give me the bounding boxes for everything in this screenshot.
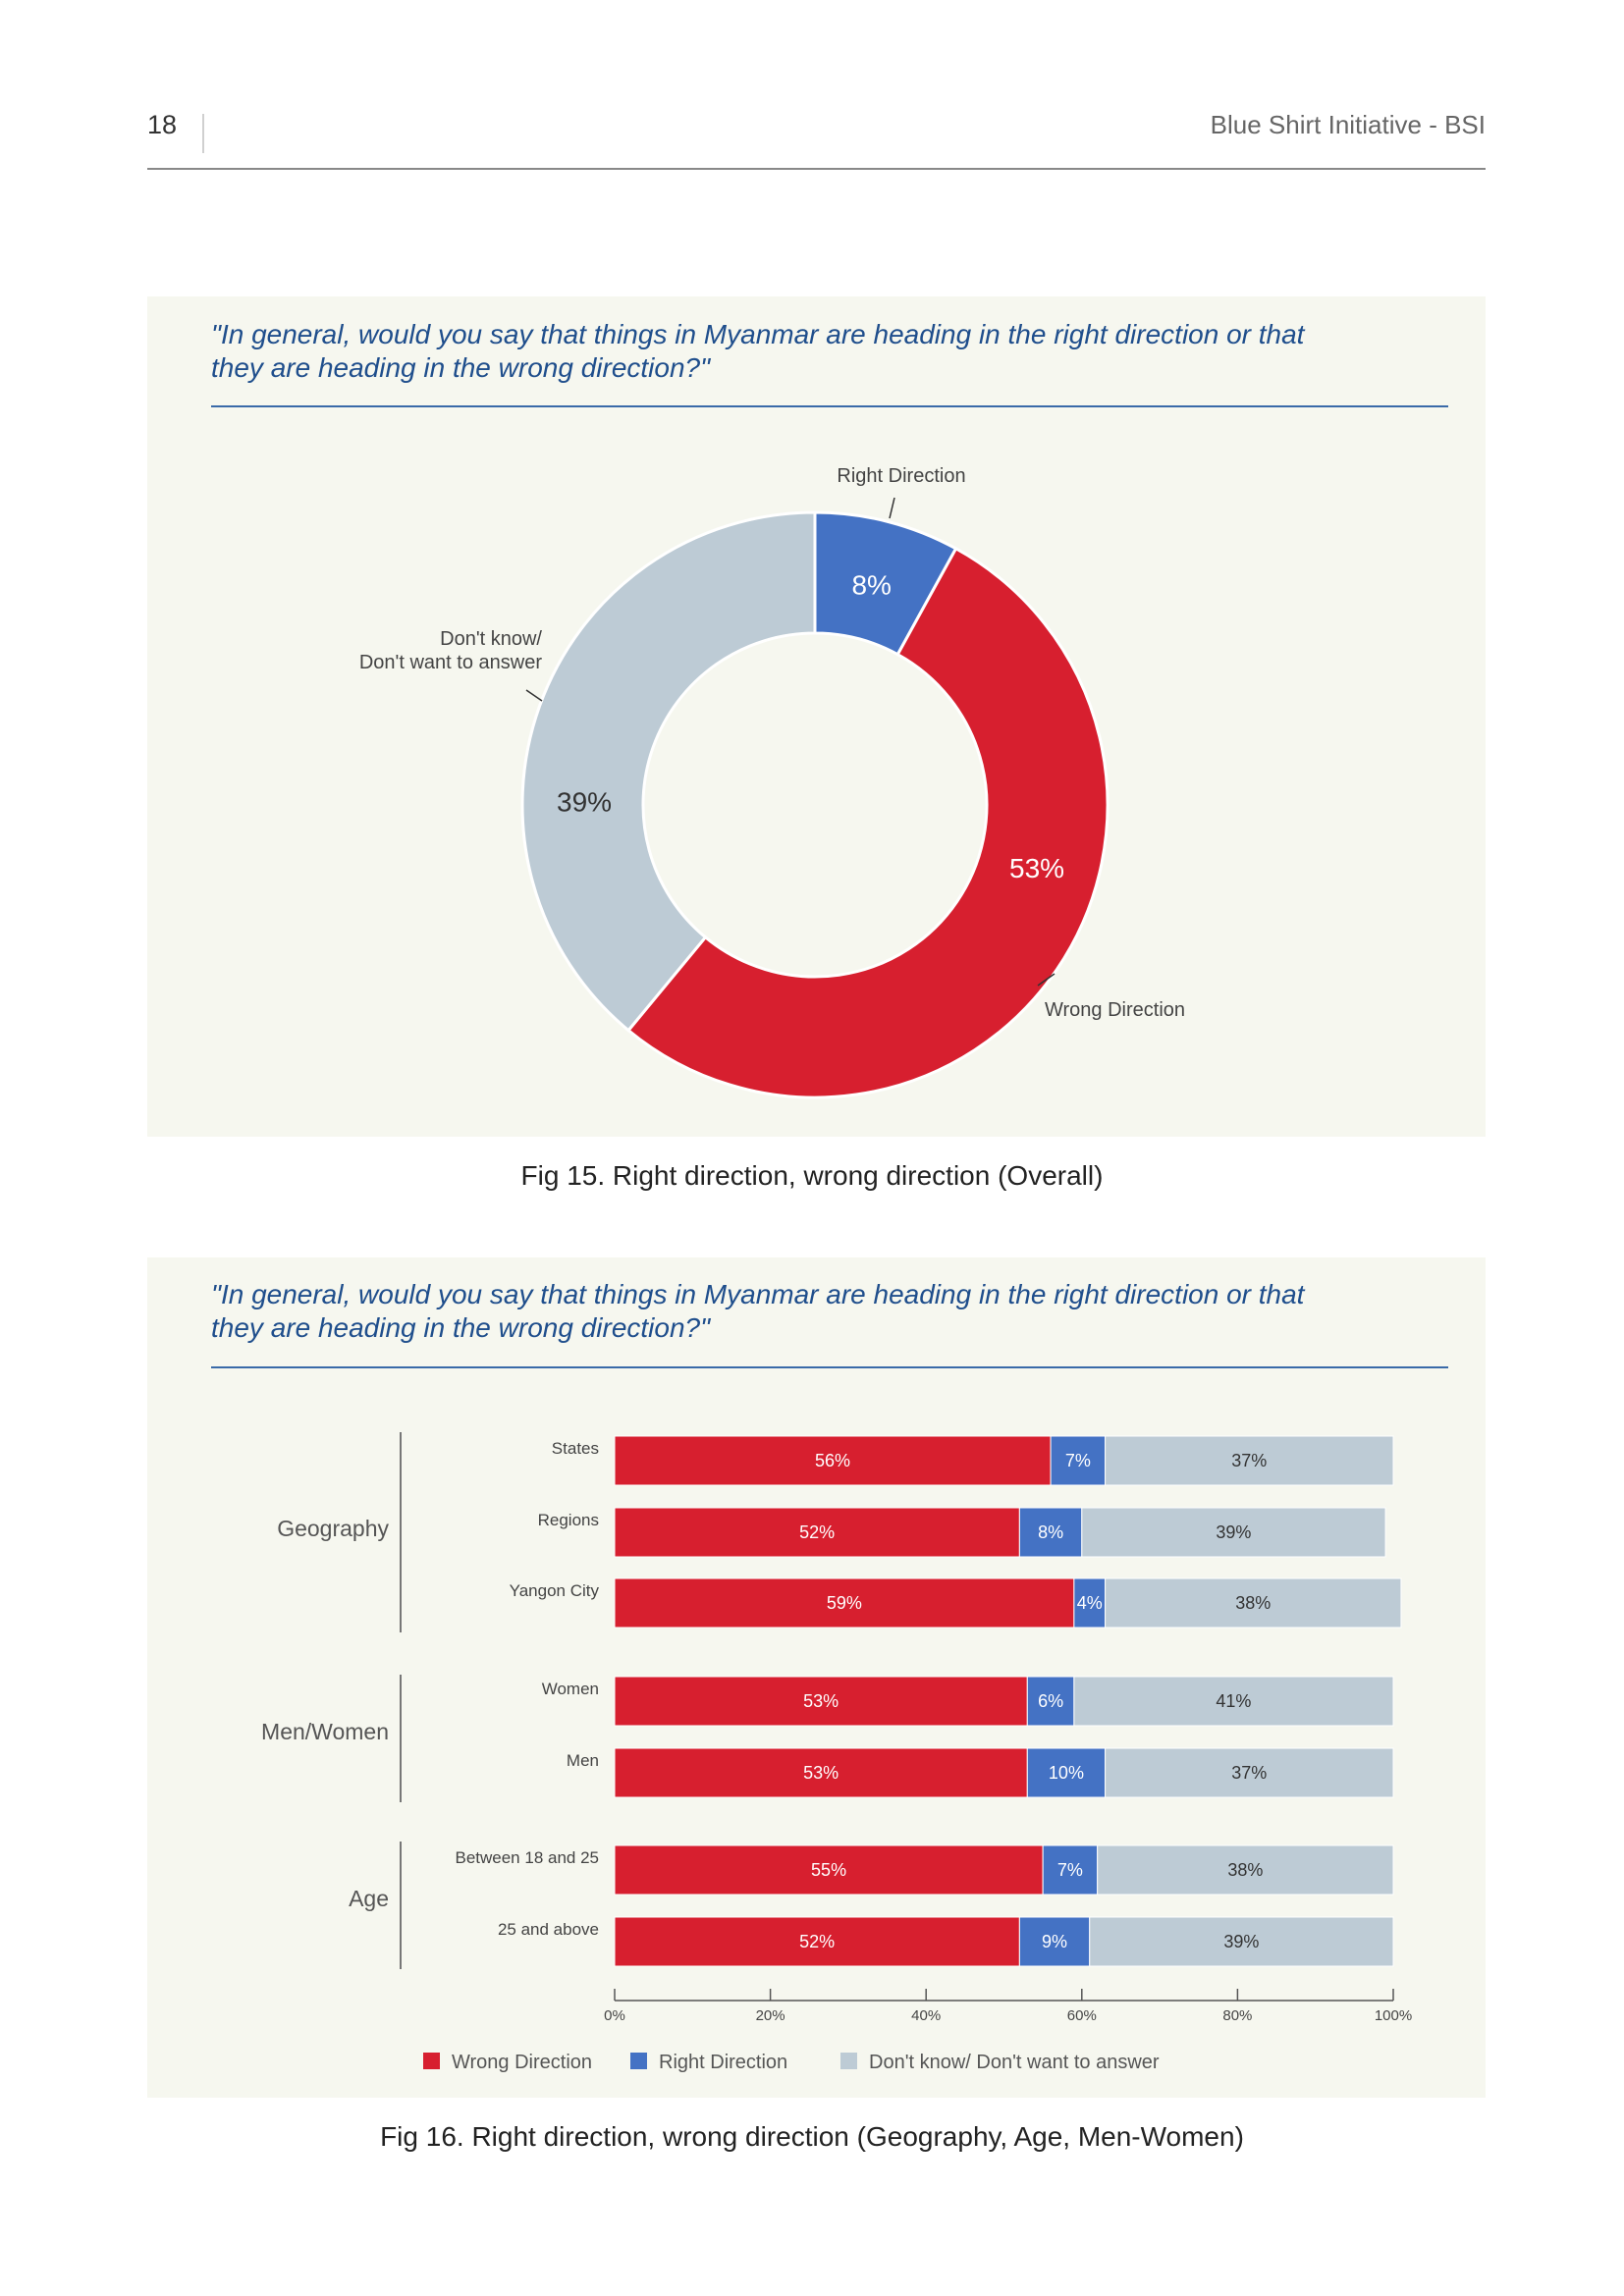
bar-data-label: 53% bbox=[803, 1763, 839, 1783]
bar-segment bbox=[614, 1676, 1028, 1727]
legend-swatch bbox=[423, 2053, 440, 2069]
figure15-question-line2: they are heading in the wrong direction?… bbox=[211, 352, 711, 383]
donut-category-label: Don't know/ bbox=[440, 628, 542, 650]
bar-group-label: Geography bbox=[277, 1516, 389, 1541]
bar-segment bbox=[614, 1747, 1028, 1798]
figure15-question: "In general, would you say that things i… bbox=[211, 318, 1429, 385]
bar-category-label: Yangon City bbox=[510, 1581, 600, 1600]
bar-data-label: 37% bbox=[1231, 1451, 1267, 1470]
bar-data-label: 52% bbox=[799, 1522, 835, 1542]
bar-data-label: 7% bbox=[1057, 1860, 1083, 1880]
bar-data-label: 41% bbox=[1216, 1691, 1251, 1711]
bar-data-label: 6% bbox=[1038, 1691, 1063, 1711]
bar-data-label: 8% bbox=[1038, 1522, 1063, 1542]
bar-data-label: 53% bbox=[803, 1691, 839, 1711]
bar-category-label: Regions bbox=[538, 1511, 599, 1529]
bar-segment bbox=[1081, 1507, 1386, 1558]
bar-data-label: 39% bbox=[1216, 1522, 1251, 1542]
header-separator bbox=[202, 114, 204, 153]
bar-segment bbox=[614, 1577, 1075, 1629]
bar-data-label: 52% bbox=[799, 1932, 835, 1951]
bar-segment bbox=[614, 1916, 1020, 1967]
header-rule bbox=[147, 168, 1486, 170]
bar-segment bbox=[1073, 1577, 1107, 1629]
donut-slice bbox=[625, 546, 1110, 1099]
legend-swatch bbox=[840, 2053, 857, 2069]
page-number: 18 bbox=[147, 110, 178, 139]
donut-value-label: 39% bbox=[557, 786, 612, 817]
figure16-question-rule bbox=[211, 1366, 1448, 1368]
bar-segment bbox=[1105, 1435, 1394, 1486]
legend-label: Wrong Direction bbox=[452, 2052, 592, 2073]
legend-label: Don't know/ Don't want to answer bbox=[869, 2052, 1160, 2073]
donut-leader-line bbox=[1037, 973, 1056, 987]
figure16-question-line2: they are heading in the wrong direction?… bbox=[211, 1312, 711, 1343]
bar-group-label: Men/Women bbox=[261, 1719, 389, 1744]
bar-segment bbox=[1026, 1747, 1107, 1798]
donut-value-label: 8% bbox=[851, 569, 891, 600]
bar-segment bbox=[1018, 1916, 1091, 1967]
bar-category-label: Men bbox=[567, 1751, 599, 1770]
bar-data-label: 38% bbox=[1227, 1860, 1263, 1880]
bar-data-label: 7% bbox=[1065, 1451, 1091, 1470]
bar-segment bbox=[1105, 1747, 1394, 1798]
bar-category-label: 25 and above bbox=[498, 1920, 599, 1939]
bar-group-label: Age bbox=[349, 1886, 389, 1911]
bar-data-label: 56% bbox=[815, 1451, 850, 1470]
bar-segment bbox=[1097, 1844, 1394, 1896]
bar-segment bbox=[1073, 1676, 1394, 1727]
bar-segment bbox=[614, 1844, 1044, 1896]
figure16-question-line1: "In general, would you say that things i… bbox=[211, 1279, 1305, 1309]
donut-category-label: Wrong Direction bbox=[1045, 999, 1185, 1021]
x-tick-label: 100% bbox=[1375, 2007, 1412, 2024]
bar-category-label: Between 18 and 25 bbox=[455, 1848, 599, 1867]
donut-leader-line bbox=[889, 497, 895, 519]
bar-category-label: States bbox=[552, 1439, 599, 1458]
donut-category-label: Don't want to answer bbox=[359, 652, 542, 673]
bar-segment bbox=[1105, 1577, 1402, 1629]
bar-segment bbox=[1026, 1676, 1075, 1727]
bar-segment bbox=[614, 1507, 1020, 1558]
donut-slice bbox=[520, 510, 817, 1033]
figure15-caption: Fig 15. Right direction, wrong direction… bbox=[520, 1160, 1104, 1191]
bar-data-label: 55% bbox=[811, 1860, 846, 1880]
bar-data-label: 39% bbox=[1223, 1932, 1259, 1951]
bar-data-label: 9% bbox=[1042, 1932, 1067, 1951]
x-tick-label: 20% bbox=[756, 2007, 785, 2024]
bar-data-label: 38% bbox=[1235, 1593, 1271, 1613]
bar-data-label: 37% bbox=[1231, 1763, 1267, 1783]
donut-chart: 8% 53% 39% Right Direction Wrong Direction Do… bbox=[359, 465, 1185, 1099]
running-title: Blue Shirt Initiative - BSI bbox=[1210, 110, 1486, 139]
bar-data-label: 59% bbox=[827, 1593, 862, 1613]
bar-segment bbox=[1050, 1435, 1107, 1486]
bar-data-label: 10% bbox=[1049, 1763, 1084, 1783]
x-tick-label: 80% bbox=[1222, 2007, 1252, 2024]
legend-label: Right Direction bbox=[659, 2052, 787, 2073]
x-tick-label: 0% bbox=[604, 2007, 625, 2024]
x-tick-label: 60% bbox=[1067, 2007, 1097, 2024]
bar-data-label: 4% bbox=[1077, 1593, 1103, 1613]
figure16-caption: Fig 16. Right direction, wrong direction… bbox=[380, 2121, 1244, 2152]
figure15-question-rule bbox=[211, 405, 1448, 407]
donut-leader-line bbox=[525, 689, 543, 702]
bar-segment bbox=[1018, 1507, 1083, 1558]
figure15-question-line1: "In general, would you say that things i… bbox=[211, 319, 1305, 349]
donut-category-label: Right Direction bbox=[837, 465, 965, 487]
figure16-question: "In general, would you say that things i… bbox=[211, 1278, 1429, 1345]
bar-segment bbox=[614, 1435, 1052, 1486]
figure16-panel: "In general, would you say that things i… bbox=[147, 1257, 1486, 2098]
legend-swatch bbox=[630, 2053, 647, 2069]
figure15-panel: "In general, would you say that things i… bbox=[147, 296, 1486, 1137]
donut-value-label: 53% bbox=[1009, 853, 1064, 883]
bar-category-label: Women bbox=[542, 1680, 599, 1698]
bar-segment bbox=[1089, 1916, 1394, 1967]
stacked-bar-chart: Geography Men/Women Age States 56% 7% 37% Regio… bbox=[261, 1432, 1412, 2073]
x-tick-label: 40% bbox=[911, 2007, 941, 2024]
